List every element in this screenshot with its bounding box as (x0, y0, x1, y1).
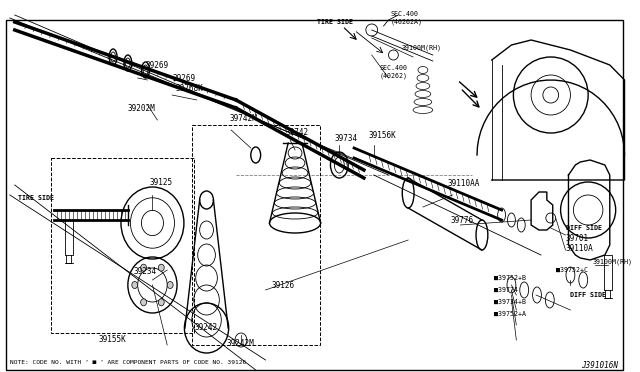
Text: SEC.400: SEC.400 (390, 11, 419, 17)
Text: 39269: 39269 (172, 74, 195, 83)
Text: J391016N: J391016N (580, 362, 618, 371)
Text: 39202M: 39202M (128, 103, 156, 112)
Text: ■39752+C: ■39752+C (556, 267, 588, 273)
Ellipse shape (158, 264, 164, 271)
Text: 39734: 39734 (334, 134, 358, 142)
Ellipse shape (158, 299, 164, 306)
Text: 39701: 39701 (566, 234, 589, 243)
Bar (51, 158, 194, 333)
Text: 39742: 39742 (285, 128, 308, 137)
Text: 39268K: 39268K (175, 83, 203, 93)
Ellipse shape (141, 264, 147, 271)
Text: ■39752+A: ■39752+A (493, 311, 525, 317)
Bar (192, 125, 319, 345)
Text: TIRE SIDE: TIRE SIDE (317, 19, 353, 25)
Text: ■39774: ■39774 (493, 287, 518, 293)
Text: 39776: 39776 (451, 215, 474, 224)
Text: 39100M(RH): 39100M(RH) (401, 45, 441, 51)
Text: SEC.400: SEC.400 (380, 65, 408, 71)
Text: 39242: 39242 (195, 324, 218, 333)
Text: DIFF SIDE: DIFF SIDE (566, 225, 602, 231)
Text: (40262A): (40262A) (390, 19, 422, 25)
Text: 39110A: 39110A (566, 244, 593, 253)
Text: 39155K: 39155K (99, 336, 126, 344)
Text: ■39734+B: ■39734+B (493, 299, 525, 305)
Text: DIFF SIDE: DIFF SIDE (570, 292, 607, 298)
Text: 39156K: 39156K (369, 131, 397, 140)
Text: 39126: 39126 (271, 280, 294, 289)
Ellipse shape (141, 299, 147, 306)
Text: NOTE: CODE NO. WITH ’ ■ ’ ARE COMPONENT PARTS OF CODE NO. 39126: NOTE: CODE NO. WITH ’ ■ ’ ARE COMPONENT … (10, 359, 246, 365)
Text: 39242M: 39242M (226, 339, 254, 347)
Ellipse shape (132, 282, 138, 289)
Text: ■39752+B: ■39752+B (493, 275, 525, 281)
Text: 39110AA: 39110AA (447, 179, 480, 187)
Text: TIRE SIDE: TIRE SIDE (18, 195, 54, 201)
Text: (40262): (40262) (380, 73, 408, 79)
Text: 39269: 39269 (145, 61, 169, 70)
Text: 39100M(RH): 39100M(RH) (592, 259, 632, 265)
Ellipse shape (167, 282, 173, 289)
Text: 39742M: 39742M (229, 113, 257, 122)
Text: 39125: 39125 (150, 177, 173, 186)
Text: 39234: 39234 (134, 267, 157, 276)
